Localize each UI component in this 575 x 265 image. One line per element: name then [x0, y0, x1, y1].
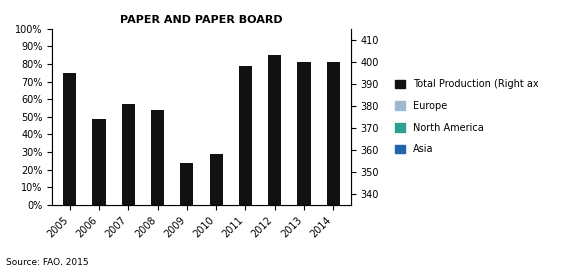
Bar — [178, 92, 196, 134]
Bar — [237, 41, 254, 89]
Bar — [120, 140, 137, 205]
Bar — [61, 43, 79, 96]
Text: Source: FAO, 2015: Source: FAO, 2015 — [6, 258, 89, 265]
Bar — [120, 43, 137, 94]
Bar — [93, 119, 106, 265]
Text: 26%: 26% — [322, 59, 343, 68]
Bar — [90, 143, 108, 205]
Bar — [295, 126, 313, 205]
Legend: Total Production (Right ax, Europe, North America, Asia: Total Production (Right ax, Europe, Nort… — [392, 76, 542, 158]
Text: 21%: 21% — [322, 101, 343, 110]
Bar — [208, 90, 225, 131]
Bar — [208, 43, 225, 90]
Bar — [120, 94, 137, 140]
Bar — [237, 89, 254, 129]
Text: 30%: 30% — [59, 65, 80, 74]
Bar — [208, 131, 225, 205]
Bar — [151, 110, 164, 265]
Bar — [122, 104, 135, 265]
Bar — [178, 134, 196, 205]
Bar — [327, 62, 340, 265]
Text: 34%: 34% — [59, 171, 80, 180]
Text: 46%: 46% — [322, 160, 343, 169]
Bar — [297, 62, 311, 265]
Bar — [149, 43, 166, 92]
Bar — [149, 92, 166, 136]
Bar — [61, 145, 79, 205]
Bar — [90, 96, 108, 143]
Bar — [324, 124, 342, 205]
Bar — [295, 87, 313, 126]
Bar — [268, 55, 281, 265]
Bar — [266, 127, 283, 205]
Bar — [324, 41, 342, 87]
Bar — [178, 43, 196, 92]
Bar — [209, 154, 223, 265]
Bar — [63, 73, 76, 265]
Bar — [90, 45, 108, 96]
Bar — [266, 43, 283, 89]
Bar — [266, 89, 283, 127]
Title: PAPER AND PAPER BOARD: PAPER AND PAPER BOARD — [120, 15, 283, 25]
Bar — [149, 136, 166, 205]
Bar — [181, 163, 193, 265]
Bar — [239, 66, 252, 265]
Text: 28%: 28% — [59, 116, 80, 125]
Bar — [61, 96, 79, 145]
Bar — [237, 129, 254, 205]
Bar — [295, 41, 313, 87]
Bar — [324, 87, 342, 124]
